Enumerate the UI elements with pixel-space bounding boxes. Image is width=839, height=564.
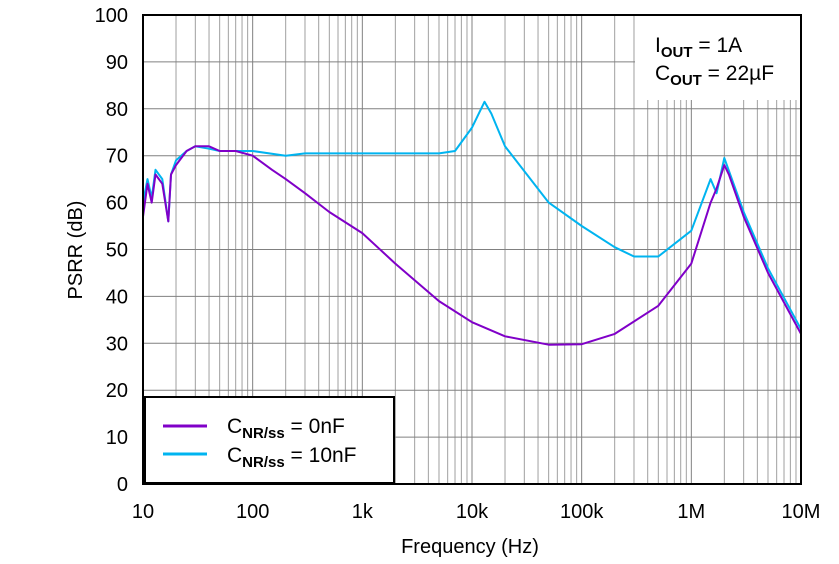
y-axis-label: PSRR (dB) [65,201,87,300]
annotation-cout: COUT = 22µF [655,62,774,89]
x-tick-label: 100k [560,501,604,523]
y-tick-label: 20 [106,380,128,402]
y-tick-label: 60 [106,193,128,215]
y-tick-label: 40 [106,286,128,308]
x-axis-label: Frequency (Hz) [401,536,539,558]
x-tick-label: 10M [782,501,821,523]
y-tick-label: 70 [106,146,128,168]
y-tick-label: 0 [117,474,128,496]
x-tick-label: 10k [456,501,489,523]
y-tick-label: 30 [106,333,128,355]
series-line-0 [142,145,802,346]
x-tick-label: 10 [132,501,154,523]
y-tick-label: 80 [106,99,128,121]
legend-label-10nf: CNR/ss = 10nF [227,444,357,471]
x-tick-label: 1M [677,501,705,523]
tick-labels: 10 100 1k 10k 100k 1M 10M010203040506070809010… [95,5,821,523]
y-tick-label: 90 [106,52,128,74]
y-tick-label: 10 [106,427,128,449]
x-tick-label: 1k [352,501,374,523]
x-tick-label: 100 [236,501,269,523]
annotation-box: IOUT = 1A COUT = 22µF [635,16,800,100]
plot-frame [142,14,802,485]
y-tick-label: 50 [106,240,128,262]
y-tick-label: 100 [95,5,128,27]
series-lines [142,100,802,346]
legend-label-0nf: CNR/ss = 0nF [227,415,345,442]
legend: CNR/ss = 0nF CNR/ss = 10nF [144,396,395,484]
annotation-iout: IOUT = 1A [655,34,742,61]
